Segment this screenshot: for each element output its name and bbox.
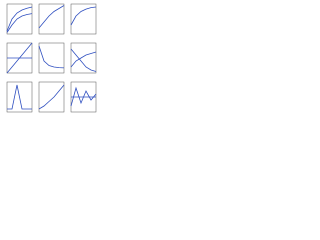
- page: (() => { const data = JSON.parse(documen…: [6, 3, 97, 113]
- figure: [6, 3, 97, 113]
- panel-frame: [6, 81, 33, 113]
- data-line: [70, 48, 97, 72]
- panel-frame: [70, 42, 97, 74]
- data-line: [7, 84, 32, 110]
- data-line: [38, 84, 65, 110]
- data-line: [38, 45, 65, 69]
- panel-frame: [70, 3, 97, 35]
- data-line: [6, 13, 33, 33]
- data-line: [70, 6, 97, 26]
- panel-frame: [6, 3, 33, 35]
- data-line: [6, 6, 33, 32]
- panel-frame: [38, 3, 65, 35]
- panel-frame: [38, 42, 65, 74]
- data-line: [70, 51, 97, 68]
- data-line: [38, 5, 65, 29]
- panel-frame: [38, 81, 65, 113]
